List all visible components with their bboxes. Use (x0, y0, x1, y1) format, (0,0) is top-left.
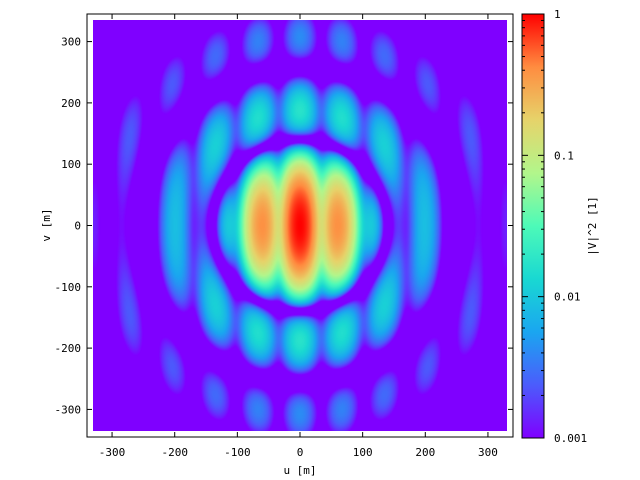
x-tick-label: 100 (353, 446, 373, 459)
colorbar-label: |V|^2 [1] (586, 196, 599, 256)
x-tick-label: -200 (161, 446, 188, 459)
colorbar (521, 13, 545, 439)
heatmap-raster (93, 20, 507, 431)
colorbar-tick-label: 1 (554, 8, 561, 21)
x-tick-label: -100 (224, 446, 251, 459)
x-tick-label: 300 (478, 446, 498, 459)
y-tick-label: -100 (55, 281, 82, 294)
x-tick-label: 0 (297, 446, 304, 459)
heatmap-image (93, 20, 507, 431)
y-tick-label: -300 (55, 403, 82, 416)
y-tick-label: 0 (74, 220, 81, 233)
colorbar-tick-label: 0.01 (554, 291, 581, 304)
y-axis: -300 -200 -100 0 100 200 300 (55, 36, 513, 416)
colorbar-tick-label: 0.001 (554, 432, 587, 445)
colorbar-tick-label: 0.1 (554, 149, 574, 162)
colorbar-axis: 0.001 0.01 0.1 1 (522, 8, 587, 445)
y-tick-label: 100 (61, 158, 81, 171)
y-tick-label: 300 (61, 36, 81, 49)
x-axis: -300 -200 -100 0 100 200 300 (99, 14, 498, 459)
x-tick-label: -300 (99, 446, 126, 459)
x-tick-label: 200 (415, 446, 435, 459)
y-tick-label: 200 (61, 97, 81, 110)
y-tick-label: -200 (55, 342, 82, 355)
x-axis-label: u [m] (283, 464, 316, 477)
y-axis-label: v [m] (40, 208, 53, 241)
